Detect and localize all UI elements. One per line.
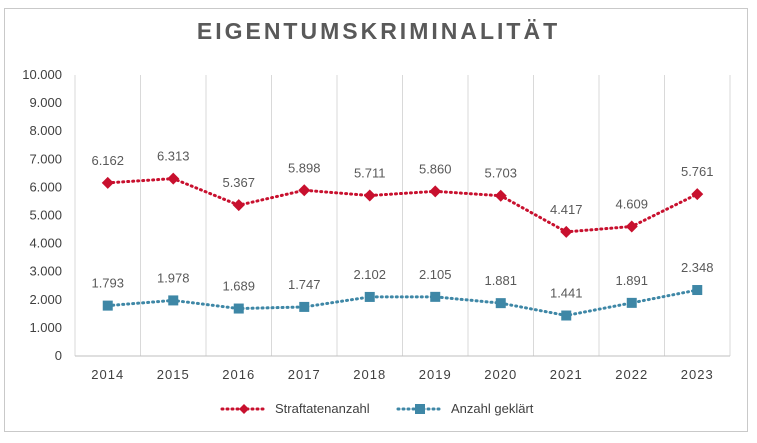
data-label: 5.367 bbox=[222, 175, 255, 190]
data-label: 6.313 bbox=[157, 149, 190, 164]
data-point bbox=[625, 220, 638, 233]
data-label: 1.881 bbox=[484, 273, 517, 288]
data-label: 1.441 bbox=[550, 286, 583, 301]
x-tick-label: 2021 bbox=[550, 367, 583, 382]
data-label: 1.689 bbox=[222, 279, 255, 294]
data-point bbox=[626, 297, 637, 308]
data-point bbox=[232, 199, 245, 212]
x-tick-label: 2020 bbox=[484, 367, 517, 382]
legend-label: Anzahl geklärt bbox=[451, 401, 534, 416]
data-point bbox=[168, 295, 179, 306]
data-point bbox=[299, 301, 310, 312]
data-point bbox=[560, 225, 573, 238]
series-line-anzahl-geklaert bbox=[106, 288, 699, 318]
data-point bbox=[101, 176, 114, 189]
data-point bbox=[430, 291, 441, 302]
data-point bbox=[692, 285, 703, 296]
x-tick-label: 2015 bbox=[157, 367, 190, 382]
data-label: 2.348 bbox=[681, 260, 714, 275]
x-tick-label: 2014 bbox=[91, 367, 124, 382]
y-tick-label: 1.000 bbox=[29, 320, 62, 335]
data-point bbox=[363, 189, 376, 202]
x-tick-label: 2018 bbox=[353, 367, 386, 382]
data-label: 5.761 bbox=[681, 164, 714, 179]
x-tick-label: 2019 bbox=[419, 367, 452, 382]
data-point bbox=[298, 184, 311, 197]
data-point bbox=[429, 185, 442, 198]
data-label: 5.711 bbox=[354, 166, 386, 181]
data-point bbox=[561, 310, 572, 321]
data-label: 1.978 bbox=[157, 270, 190, 285]
data-point bbox=[167, 172, 180, 185]
y-tick-label: 4.000 bbox=[29, 236, 62, 251]
x-tick-label: 2017 bbox=[288, 367, 321, 382]
data-label: 1.747 bbox=[288, 277, 321, 292]
data-label: 4.609 bbox=[615, 196, 648, 211]
legend-marker bbox=[415, 404, 425, 414]
data-point bbox=[233, 303, 244, 314]
y-tick-label: 2.000 bbox=[29, 292, 62, 307]
y-tick-label: 10.000 bbox=[22, 67, 62, 82]
data-label: 2.105 bbox=[419, 267, 452, 282]
y-tick-label: 9.000 bbox=[29, 95, 62, 110]
y-tick-label: 7.000 bbox=[29, 151, 62, 166]
data-point bbox=[494, 189, 507, 202]
y-tick-label: 3.000 bbox=[29, 264, 62, 279]
series-line-straftatenanzahl bbox=[106, 177, 699, 234]
data-label: 5.860 bbox=[419, 161, 452, 176]
data-label: 6.162 bbox=[91, 153, 124, 168]
y-tick-label: 8.000 bbox=[29, 123, 62, 138]
x-tick-label: 2022 bbox=[615, 367, 648, 382]
data-point bbox=[364, 291, 375, 302]
data-point bbox=[495, 298, 506, 309]
y-tick-label: 0 bbox=[55, 348, 62, 363]
y-tick-label: 5.000 bbox=[29, 208, 62, 223]
legend-label: Straftatenanzahl bbox=[275, 401, 370, 416]
data-label: 4.417 bbox=[550, 202, 583, 217]
y-tick-label: 6.000 bbox=[29, 179, 62, 194]
chart-title: EIGENTUMSKRIMINALITÄT bbox=[196, 18, 561, 44]
x-tick-label: 2023 bbox=[681, 367, 714, 382]
data-point bbox=[102, 300, 113, 311]
data-label: 5.703 bbox=[484, 166, 517, 181]
data-label: 1.891 bbox=[615, 273, 648, 288]
data-point bbox=[691, 188, 704, 201]
legend-marker bbox=[239, 404, 249, 414]
data-label: 2.102 bbox=[353, 267, 386, 282]
data-label: 1.793 bbox=[91, 276, 124, 291]
x-tick-label: 2016 bbox=[222, 367, 255, 382]
data-label: 5.898 bbox=[288, 160, 321, 175]
chart-frame bbox=[4, 8, 748, 432]
